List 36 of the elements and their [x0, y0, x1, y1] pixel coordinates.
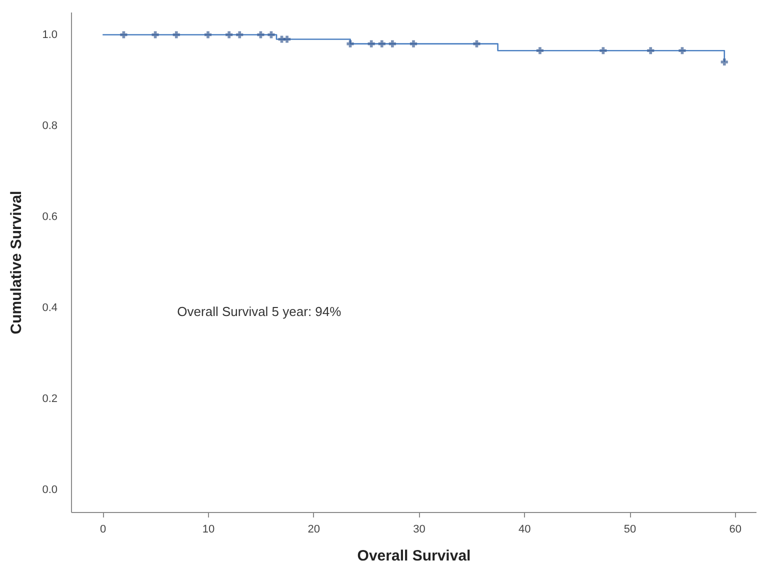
point — [172, 31, 180, 38]
point — [536, 47, 544, 54]
y-tick-label: 0.0 — [42, 484, 58, 496]
y-tick-label: 0.8 — [42, 120, 58, 132]
annotation: Overall Survival 5 year: 94% — [177, 304, 342, 319]
x-tick-label: 50 — [624, 524, 636, 536]
point — [600, 47, 607, 54]
point — [257, 31, 264, 38]
x-tick-label: 10 — [202, 524, 215, 536]
point — [152, 31, 159, 38]
point — [226, 31, 233, 38]
x-tick-label: 30 — [413, 524, 426, 536]
point — [268, 31, 275, 38]
point — [368, 40, 375, 48]
point — [378, 40, 386, 48]
y-axis-title: Cumulative Survival — [8, 190, 26, 334]
point — [284, 36, 291, 43]
x-tick-label: 60 — [729, 524, 742, 536]
y-tick-label: 0.2 — [42, 392, 58, 405]
x-tick-label: 40 — [518, 524, 531, 536]
point — [346, 40, 354, 48]
point — [647, 47, 654, 54]
y-tick-label: 1.0 — [42, 29, 58, 42]
point — [473, 40, 480, 48]
point — [120, 31, 128, 38]
point — [720, 58, 728, 66]
point — [236, 31, 244, 38]
x-tick-label: 20 — [308, 524, 320, 536]
y-tick-label: 0.6 — [42, 211, 58, 224]
point — [410, 40, 418, 48]
y-tick-label: 0.4 — [42, 302, 58, 314]
point — [388, 40, 396, 48]
point — [204, 31, 212, 38]
point — [678, 47, 686, 54]
x-tick-label: 0 — [100, 524, 106, 536]
x-axis-title: Overall Survival — [357, 548, 471, 564]
